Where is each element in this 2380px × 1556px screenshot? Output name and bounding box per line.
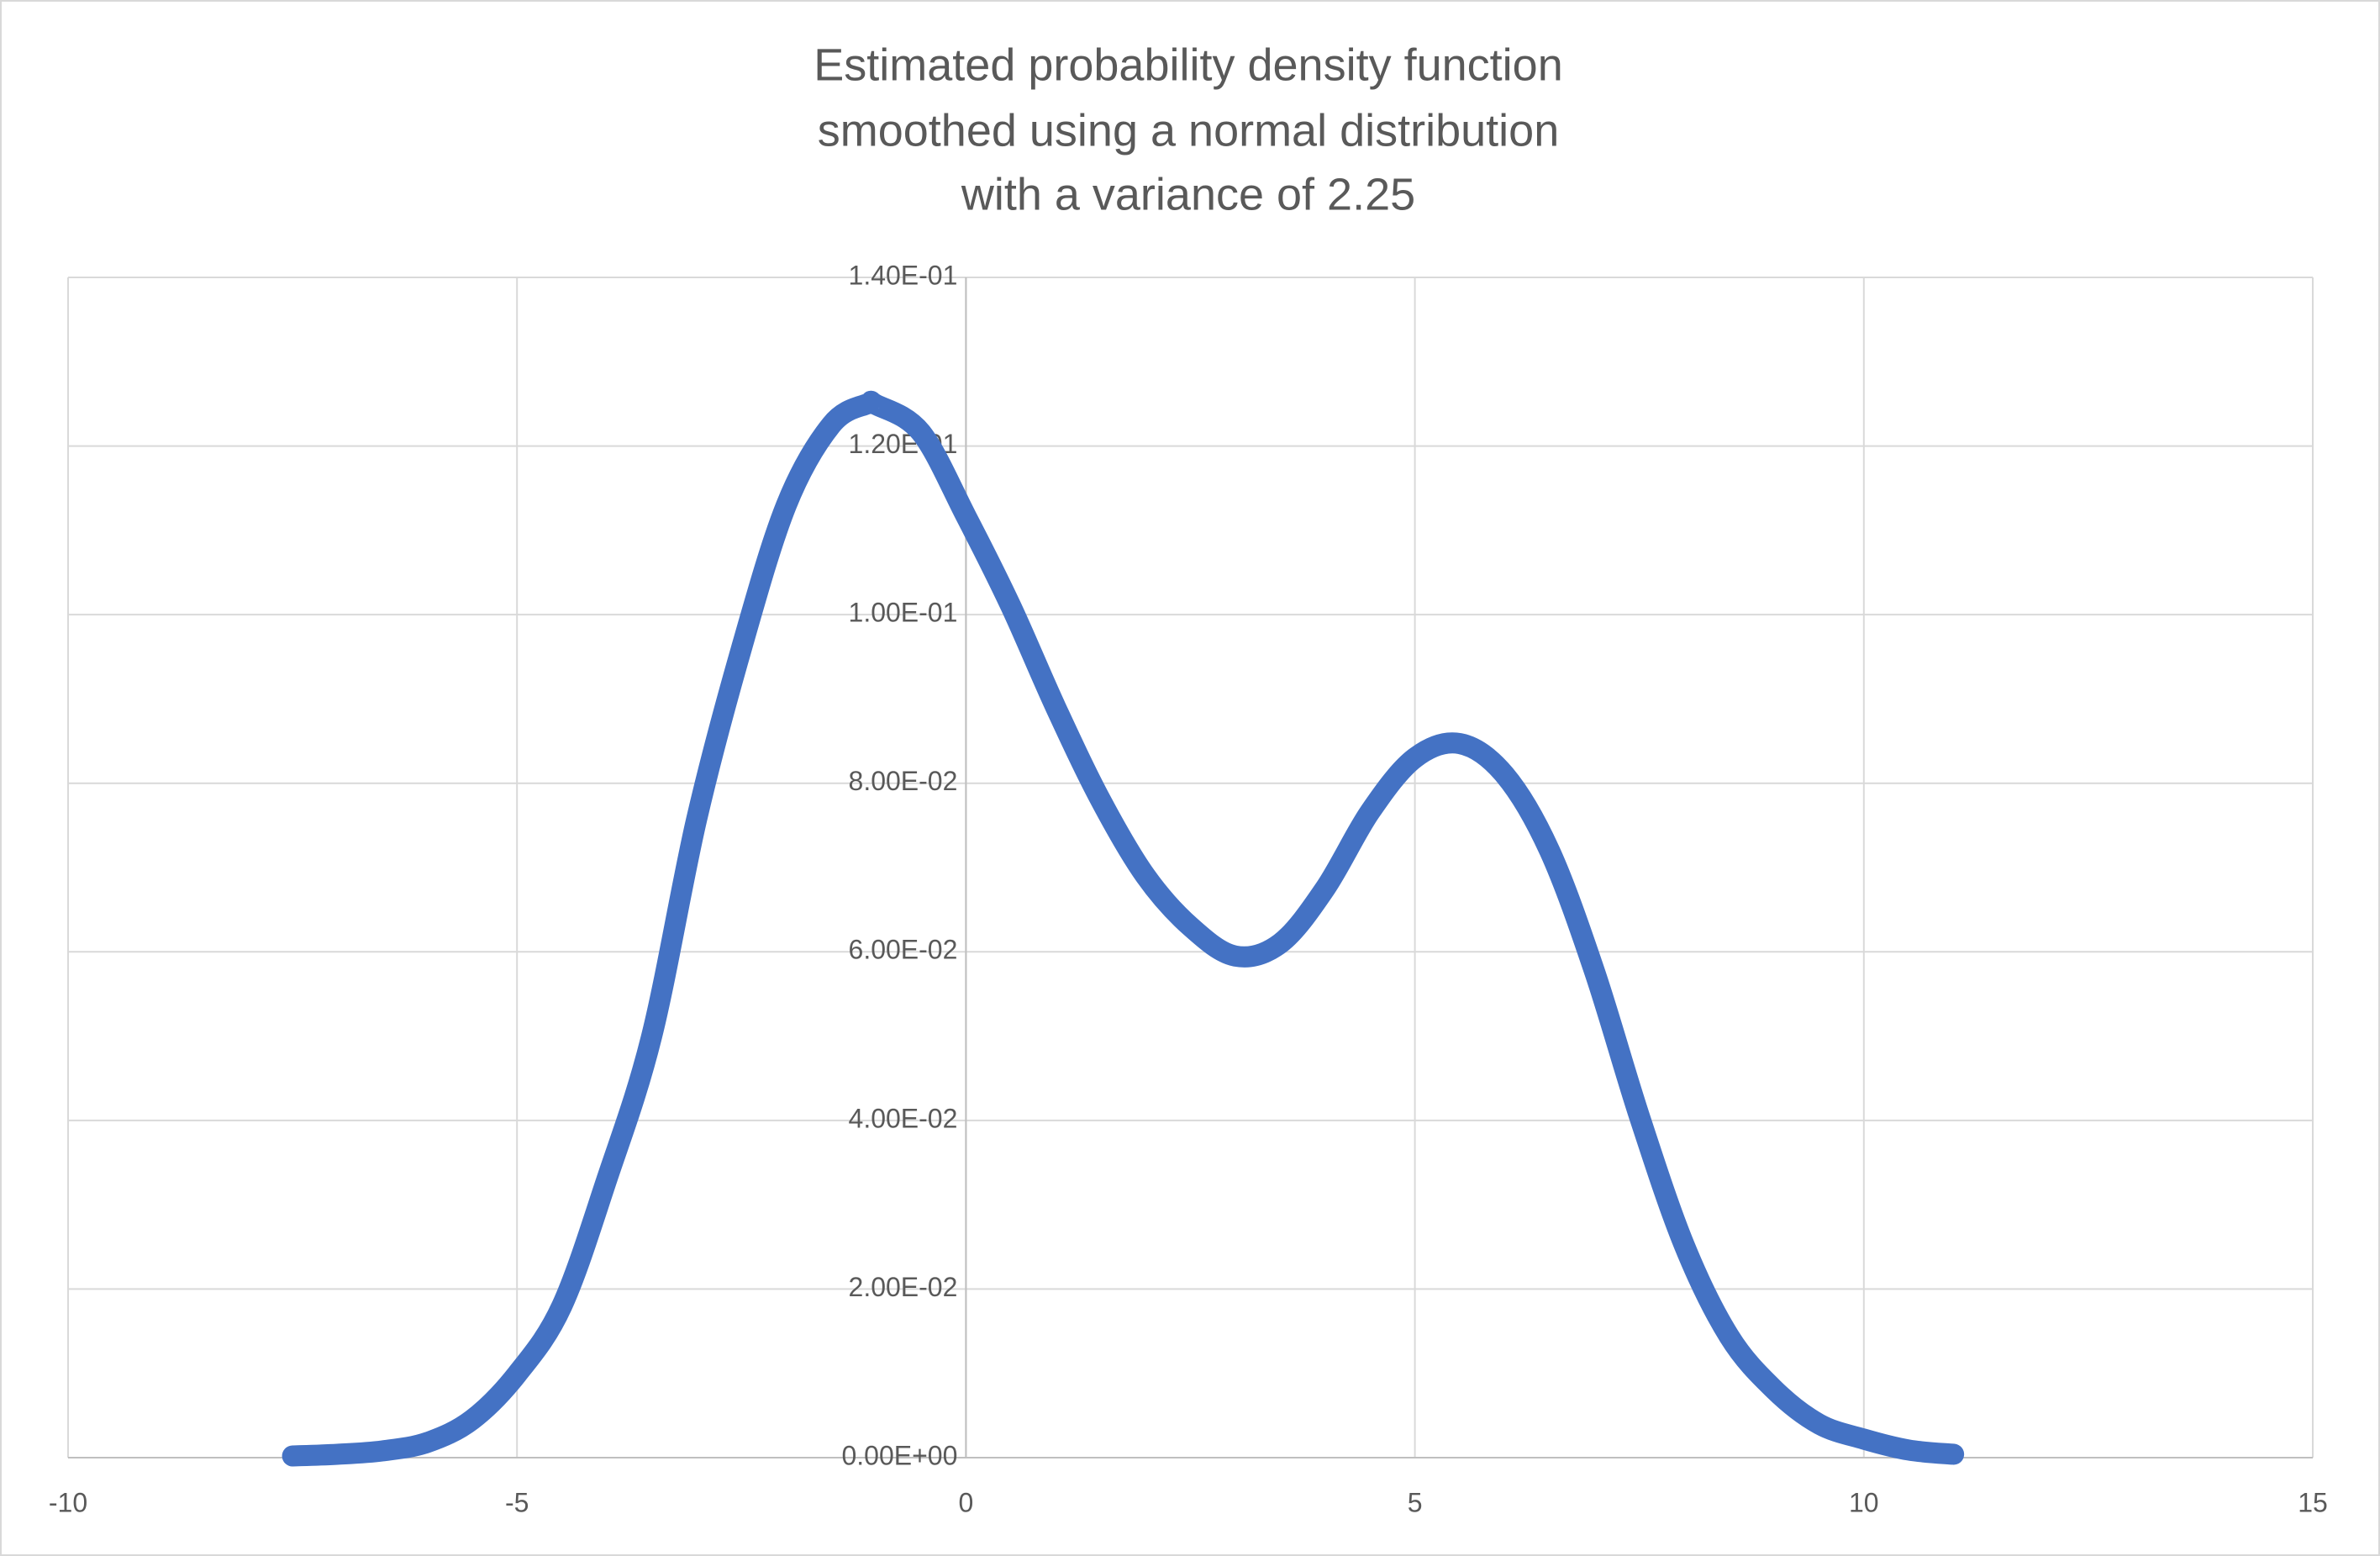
y-tick-label: 1.40E-01	[849, 260, 958, 290]
x-tick-label: -10	[49, 1487, 87, 1517]
y-tick-label: 2.00E-02	[849, 1272, 958, 1302]
chart-title: smoothed using a normal distribution	[818, 105, 1559, 156]
y-tick-label: 8.00E-02	[849, 766, 958, 796]
y-tick-label: 4.00E-02	[849, 1103, 958, 1133]
x-tick-label: -5	[505, 1487, 529, 1517]
chart-title: with a variance of 2.25	[961, 169, 1415, 219]
x-tick-label: 5	[1408, 1487, 1423, 1517]
density-line	[282, 390, 1965, 1467]
x-tick-label: 0	[959, 1487, 974, 1517]
x-tick-label: 15	[2298, 1487, 2328, 1517]
x-tick-label: 10	[1849, 1487, 1879, 1517]
y-tick-label: 6.00E-02	[849, 935, 958, 965]
y-tick-label: 1.00E-01	[849, 598, 958, 628]
chart-title: Estimated probability density function	[814, 40, 1562, 90]
y-tick-label: 0.00E+00	[841, 1440, 957, 1470]
